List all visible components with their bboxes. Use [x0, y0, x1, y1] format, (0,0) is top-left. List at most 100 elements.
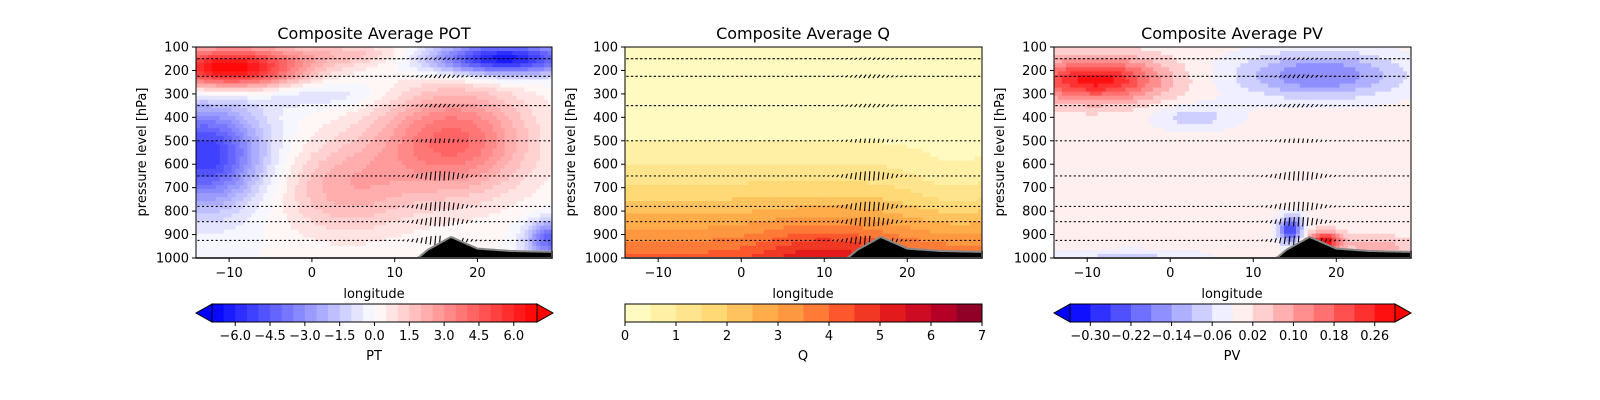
- field-cell: [512, 197, 517, 202]
- field-cell: [362, 172, 367, 178]
- field-cell: [326, 237, 332, 243]
- field-cell: [342, 209, 347, 214]
- field-cell: [544, 91, 549, 97]
- field-cell: [310, 168, 316, 174]
- field-cell: [385, 95, 391, 101]
- field-cell: [294, 71, 300, 77]
- field-cell: [366, 132, 371, 137]
- field-cell: [247, 237, 252, 243]
- field-cell: [532, 111, 537, 117]
- field-cell: [199, 184, 205, 190]
- field-cell: [421, 152, 427, 158]
- field-cell: [203, 225, 209, 231]
- field-cell: [255, 180, 260, 186]
- field-cell: [480, 168, 486, 174]
- field-cell: [374, 249, 379, 255]
- field-cell: [255, 217, 260, 223]
- field-cell: [267, 136, 272, 141]
- field-cell: [227, 180, 233, 186]
- field-cell: [322, 79, 328, 85]
- field-cell: [196, 67, 201, 72]
- field-cell: [235, 59, 241, 64]
- field-cell: [203, 160, 209, 166]
- field-cell: [370, 115, 375, 121]
- field-cell: [283, 111, 288, 117]
- field-cell: [492, 209, 498, 214]
- field-cell: [354, 189, 359, 194]
- field-cell: [393, 201, 399, 206]
- field-cell: [286, 180, 292, 186]
- field-cell: [370, 221, 375, 227]
- field-cell: [492, 201, 498, 206]
- field-cell: [239, 55, 245, 60]
- field-cell: [279, 156, 284, 162]
- field-cell: [401, 176, 407, 182]
- field-cell: [294, 103, 300, 109]
- field-cell: [381, 140, 387, 145]
- field-cell: [326, 172, 332, 178]
- field-cell: [267, 144, 272, 150]
- field-cell: [377, 152, 383, 158]
- field-cell: [397, 237, 403, 243]
- field-cell: [472, 120, 478, 125]
- field-cell: [330, 189, 336, 194]
- field-cell: [389, 136, 395, 141]
- field-cell: [318, 229, 324, 235]
- field-cell: [496, 201, 502, 206]
- field-cell: [520, 193, 525, 198]
- field-cell: [283, 205, 288, 210]
- field-cell: [441, 59, 446, 64]
- field-cell: [203, 168, 209, 174]
- field-cell: [480, 115, 486, 121]
- field-cell: [417, 205, 423, 210]
- field-cell: [480, 83, 486, 89]
- field-cell: [334, 184, 339, 190]
- field-cell: [374, 71, 379, 77]
- field-cell: [532, 99, 537, 105]
- field-cell: [504, 107, 510, 113]
- field-cell: [496, 99, 502, 105]
- field-cell: [330, 221, 336, 227]
- field-cell: [453, 189, 458, 194]
- field-cell: [330, 132, 336, 137]
- field-cell: [500, 233, 506, 239]
- field-cell: [405, 176, 411, 182]
- field-cell: [508, 87, 514, 93]
- field-cell: [532, 221, 537, 227]
- wind-arrow: [447, 74, 451, 79]
- field-cell: [227, 115, 233, 121]
- field-cell: [548, 152, 552, 158]
- field-cell: [377, 132, 383, 137]
- field-cell: [362, 152, 367, 158]
- field-cell: [227, 184, 233, 190]
- field-cell: [223, 164, 229, 170]
- field-cell: [318, 132, 324, 137]
- field-cell: [528, 87, 533, 93]
- field-cell: [196, 229, 201, 235]
- field-cell: [468, 152, 474, 158]
- field-cell: [374, 193, 379, 198]
- field-cell: [298, 136, 304, 141]
- field-cell: [271, 237, 276, 243]
- field-cell: [354, 221, 359, 227]
- field-cell: [283, 79, 288, 85]
- field-cell: [290, 95, 296, 101]
- field-cell: [524, 184, 529, 190]
- field-cell: [472, 111, 478, 117]
- field-cell: [243, 79, 249, 85]
- field-cell: [504, 197, 510, 202]
- field-cell: [401, 233, 407, 239]
- field-cell: [520, 201, 525, 206]
- field-cell: [283, 249, 288, 255]
- field-cell: [544, 193, 549, 198]
- field-cell: [330, 180, 336, 186]
- field-cell: [294, 229, 300, 235]
- field-cell: [417, 55, 423, 60]
- field-cell: [464, 75, 470, 81]
- field-cell: [401, 193, 407, 198]
- field-cell: [350, 140, 355, 145]
- field-cell: [350, 156, 355, 162]
- field-cell: [306, 193, 312, 198]
- field-cell: [255, 71, 260, 77]
- field-cell: [417, 225, 423, 231]
